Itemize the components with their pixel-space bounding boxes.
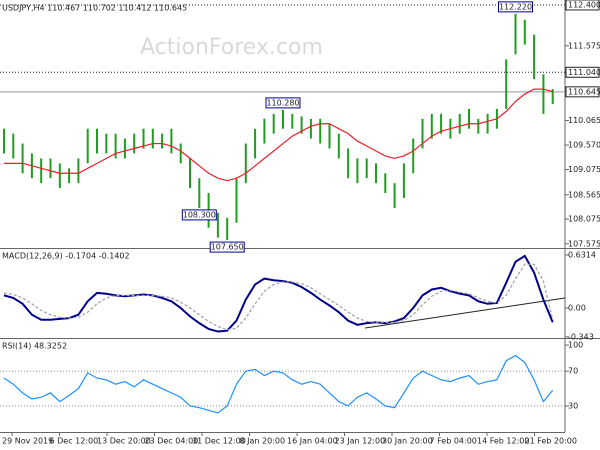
watermark: ActionForex.com: [140, 35, 323, 60]
x-tick-label: 31 Dec 12:00: [192, 437, 246, 446]
y-tick-label: 30: [568, 401, 578, 410]
indicator-line: [3, 263, 554, 331]
y-tick-label: 0.6314: [568, 250, 596, 259]
x-tick-label: 6 Dec 12:00: [50, 437, 99, 446]
annotation-label: 110.280: [266, 98, 299, 107]
rsi-title: RSI(14) 48.3252: [2, 342, 67, 351]
y-tick-label: 108.565: [568, 190, 600, 199]
annotation-label: 112.220: [499, 2, 532, 11]
y-tick-label: 70: [568, 367, 578, 376]
x-tick-label: 23 Jan 12:00: [335, 437, 386, 446]
price-box-label: 111.040: [568, 68, 600, 77]
y-tick-label: 109.570: [568, 141, 600, 150]
x-tick-label: 13 Dec 20:00: [97, 437, 151, 446]
y-tick-label: 0.00: [568, 303, 586, 312]
x-tick-label: 16 Jan 04:00: [287, 437, 338, 446]
price-box-label: 110.645: [568, 87, 600, 96]
x-tick-label: 29 Nov 2019: [2, 437, 53, 446]
indicator-line: [3, 254, 554, 333]
y-tick-label: 107.575: [568, 239, 600, 248]
annotation-box: [265, 97, 301, 109]
y-tick-label: 100: [568, 341, 583, 350]
macd-title: MACD(12,26,9) -0.1704 -0.1402: [2, 252, 130, 261]
y-tick-label: 108.075: [568, 215, 600, 224]
y-tick-label: 111.575: [568, 41, 600, 50]
x-tick-label: 8 Jan 20:00: [240, 437, 286, 446]
x-tick-label: 23 Dec 04:00: [145, 437, 199, 446]
indicator-line: [4, 88, 553, 182]
x-tick-label: 14 Feb 12:00: [477, 437, 529, 446]
price-box-label: 112.400: [568, 0, 600, 9]
annotation-box: [181, 209, 217, 221]
trend-line: [364, 297, 566, 329]
chart-title: USDJPY,H4 110.467 110.702 110.412 110.64…: [2, 4, 187, 13]
annotation-box: [209, 241, 245, 253]
annotation-label: 108.300: [183, 210, 216, 219]
x-tick-label: 30 Jan 20:00: [382, 437, 433, 446]
price-box: [565, 66, 600, 78]
y-tick-label: 110.065: [568, 116, 600, 125]
x-tick-label: 21 Feb 20:00: [525, 437, 577, 446]
indicator-line: [3, 354, 554, 414]
annotation-box: [498, 1, 533, 13]
annotation-label: 107.650: [211, 243, 244, 252]
y-tick-label: 109.075: [568, 165, 600, 174]
y-tick-label: -0.343: [568, 332, 594, 341]
price-box: [565, 0, 600, 11]
x-tick-label: 7 Feb 04:00: [430, 437, 477, 446]
price-box: [565, 86, 600, 98]
